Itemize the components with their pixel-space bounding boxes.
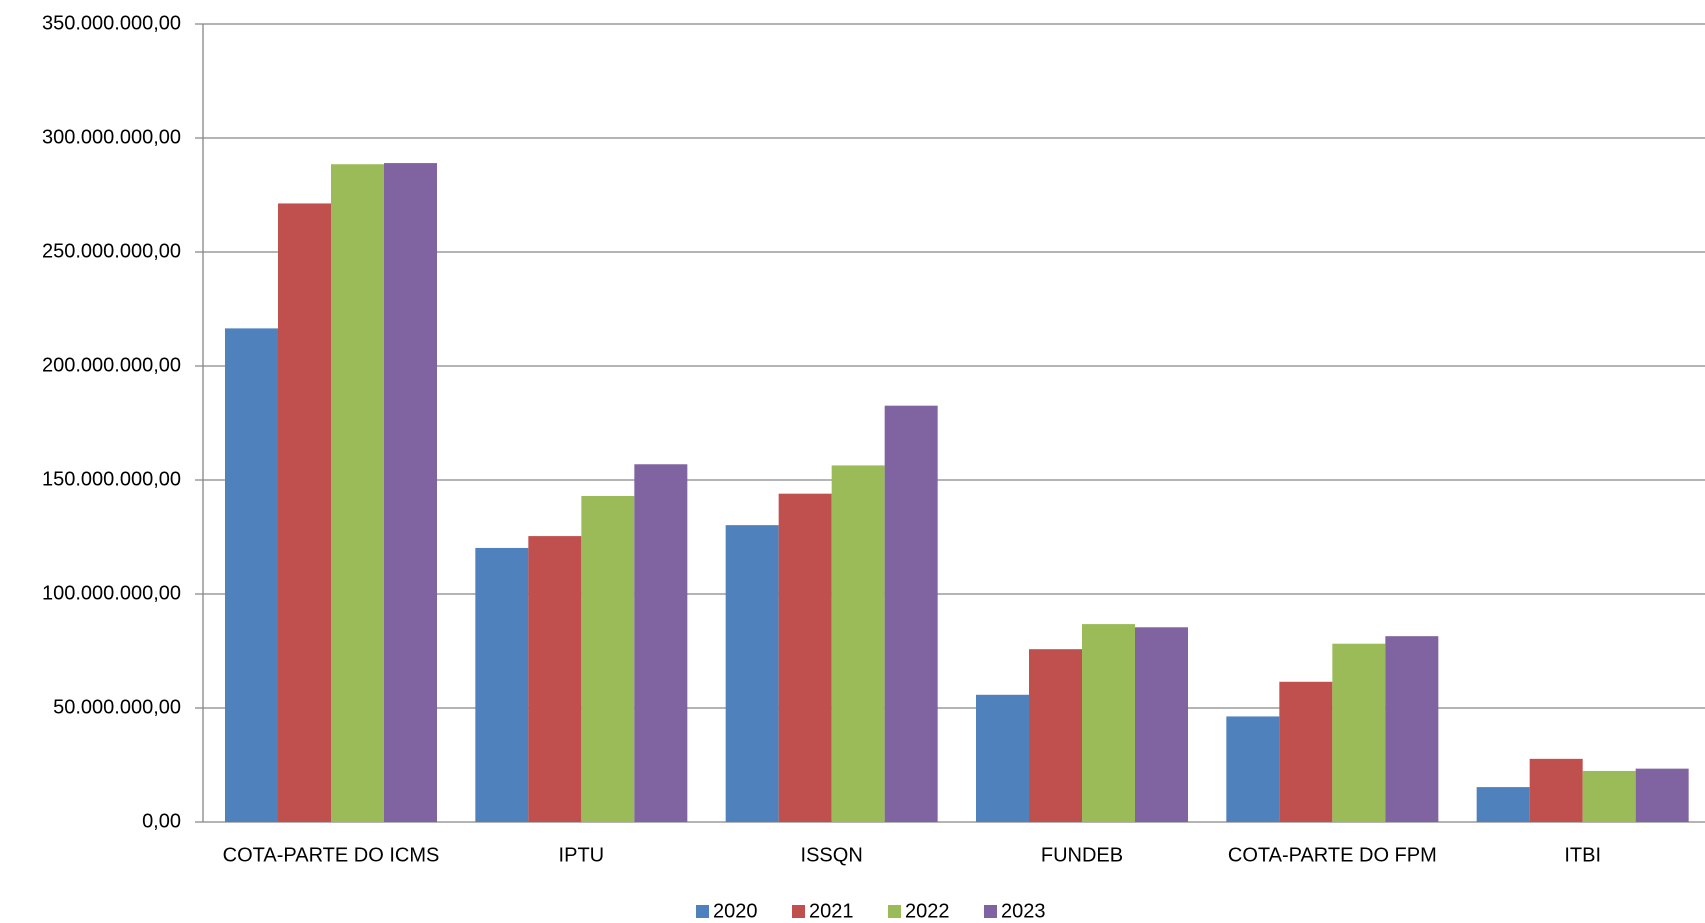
x-tick-label: FUNDEB [1041, 844, 1123, 866]
bar [831, 465, 885, 822]
y-tick-label: 50.000.000,00 [53, 696, 181, 718]
bar [278, 203, 331, 822]
y-tick-label: 200.000.000,00 [42, 354, 181, 376]
legend-label: 2020 [713, 900, 758, 922]
bar [1635, 768, 1689, 822]
bar [1082, 624, 1135, 822]
legend-swatch [696, 905, 709, 918]
x-tick-label: IPTU [559, 844, 605, 866]
bar [331, 164, 384, 823]
legend-swatch [792, 905, 805, 918]
bar [581, 495, 635, 822]
bar [1332, 643, 1386, 822]
y-tick-label: 350.000.000,00 [42, 12, 181, 34]
y-tick-label: 300.000.000,00 [42, 126, 181, 148]
bar [1135, 627, 1188, 822]
x-tick-label: ITBI [1564, 844, 1601, 866]
legend-label: 2023 [1001, 900, 1046, 922]
legend-swatch [888, 905, 901, 918]
bar [475, 547, 529, 822]
bar [725, 525, 779, 822]
x-tick-label: ISSQN [801, 844, 863, 866]
bar [778, 493, 832, 822]
x-tick-label: COTA-PARTE DO ICMS [223, 844, 440, 866]
y-tick-label: 150.000.000,00 [42, 468, 181, 490]
x-tick-label: COTA-PARTE DO FPM [1228, 844, 1437, 866]
bar [528, 536, 582, 822]
bar [1385, 636, 1439, 822]
y-tick-label: 250.000.000,00 [42, 240, 181, 262]
bar [634, 464, 688, 822]
legend-label: 2021 [809, 900, 854, 922]
bar [1279, 681, 1333, 822]
bar [384, 163, 437, 822]
bar [1529, 758, 1583, 822]
bar [1582, 770, 1636, 822]
legend-label: 2022 [905, 900, 950, 922]
bar [1476, 787, 1530, 822]
y-tick-label: 100.000.000,00 [42, 582, 181, 604]
bar [1226, 716, 1280, 822]
y-tick-label: 0,00 [142, 810, 181, 832]
legend-swatch [984, 905, 997, 918]
bar [1029, 649, 1082, 822]
bar [976, 694, 1029, 822]
bar [884, 405, 938, 822]
bar [225, 328, 278, 822]
